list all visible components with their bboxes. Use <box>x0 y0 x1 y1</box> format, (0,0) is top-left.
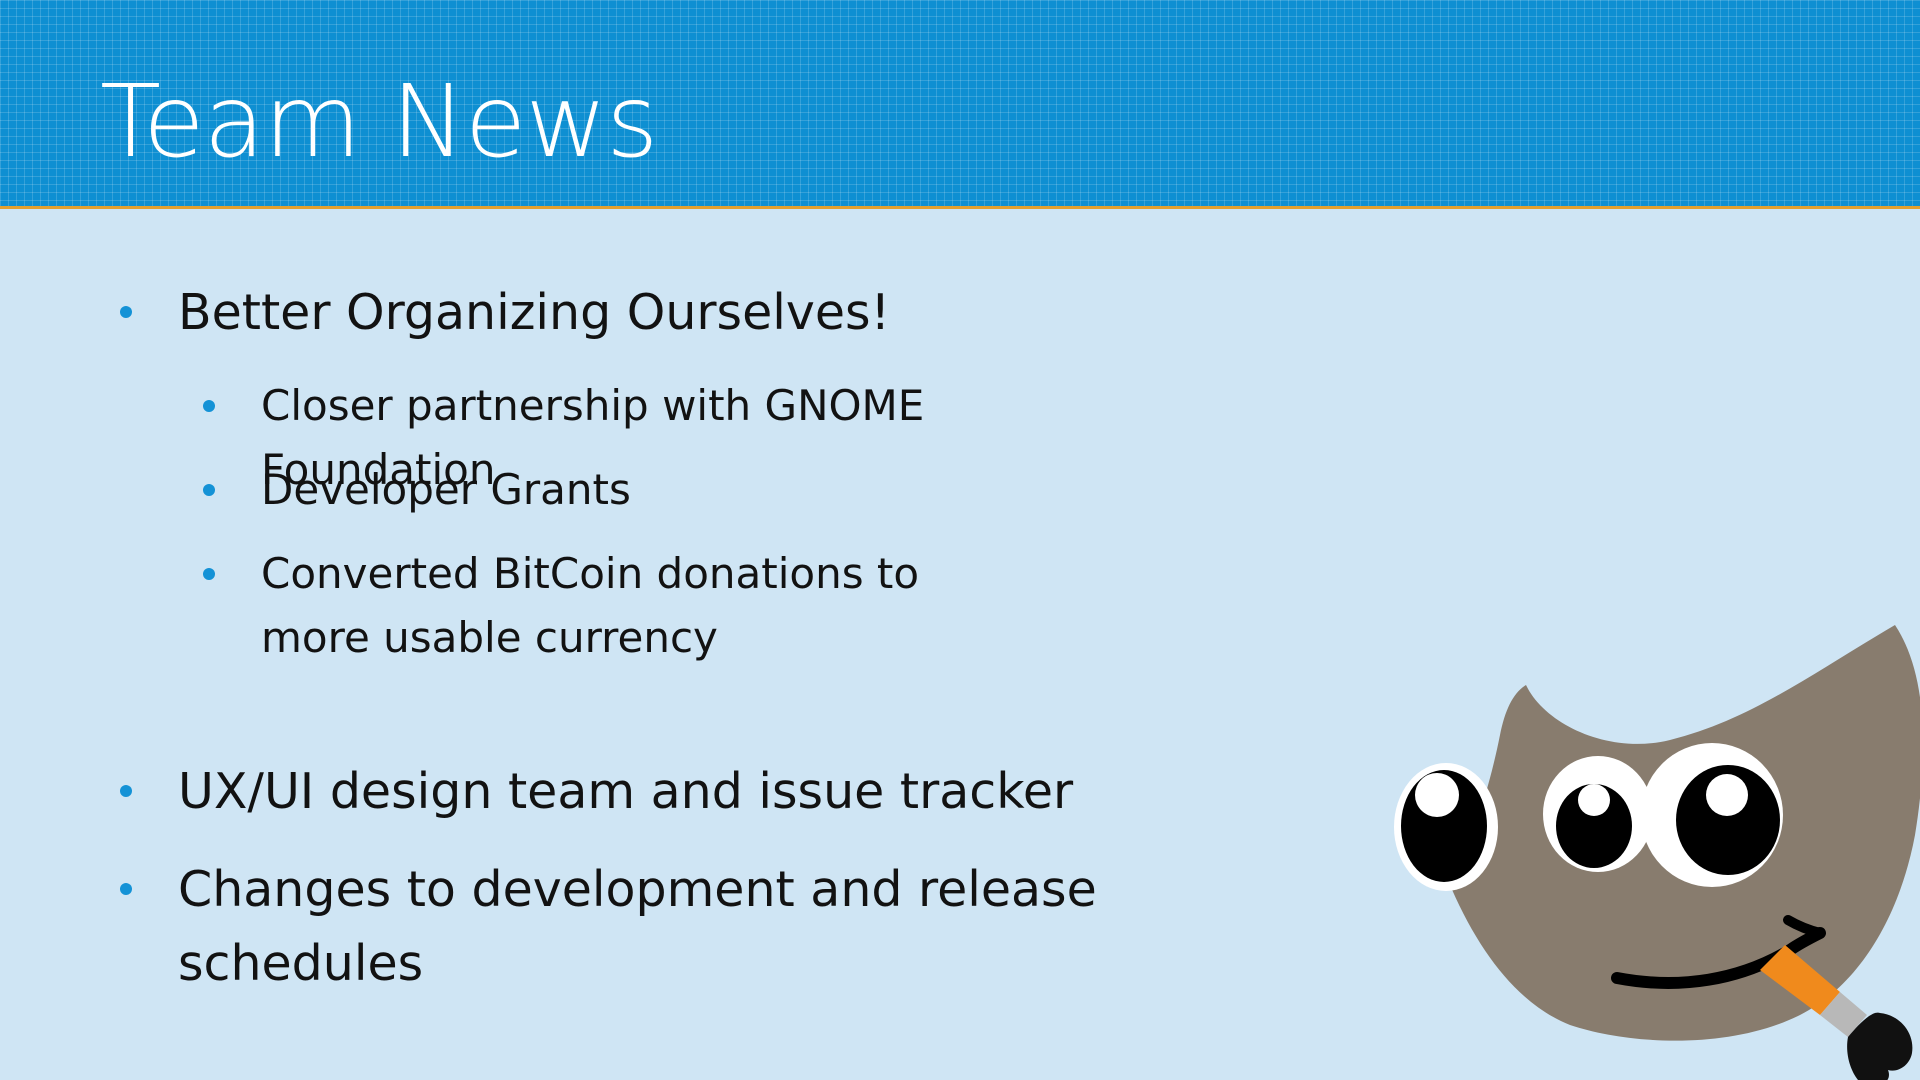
bullet-text: UX/UI design team and issue tracker <box>178 763 1074 820</box>
bullet-text: Better Organizing Ourselves! <box>178 284 891 341</box>
bullet-dot-icon <box>120 306 132 318</box>
bullet-text: Closer partnership with GNOME Foundation <box>261 381 925 494</box>
slide-header: Team News <box>0 0 1920 209</box>
bullet-item: Changes to development and release sched… <box>120 853 1118 1001</box>
bullet-text: Changes to development and release sched… <box>178 861 1097 992</box>
bullet-dot-icon <box>203 484 215 496</box>
sub-bullet-item: Developer Grants <box>203 458 1081 522</box>
gimp-wilber-mascot-icon <box>1394 625 1920 1080</box>
bullet-dot-icon <box>120 785 132 797</box>
sub-bullet-item: Converted BitCoin donations to more usab… <box>203 542 961 670</box>
bullet-item: UX/UI design team and issue tracker <box>120 755 1158 829</box>
sub-bullet-item: Closer partnership with GNOME Foundation <box>203 374 1081 502</box>
bullet-item: Better Organizing Ourselves! <box>120 276 1158 350</box>
bullet-text: Converted BitCoin donations to more usab… <box>261 549 920 662</box>
slide-title: Team News <box>100 63 658 180</box>
bullet-text: Developer Grants <box>261 465 631 514</box>
bullet-dot-icon <box>120 883 132 895</box>
bullet-dot-icon <box>203 400 215 412</box>
bullet-dot-icon <box>203 568 215 580</box>
